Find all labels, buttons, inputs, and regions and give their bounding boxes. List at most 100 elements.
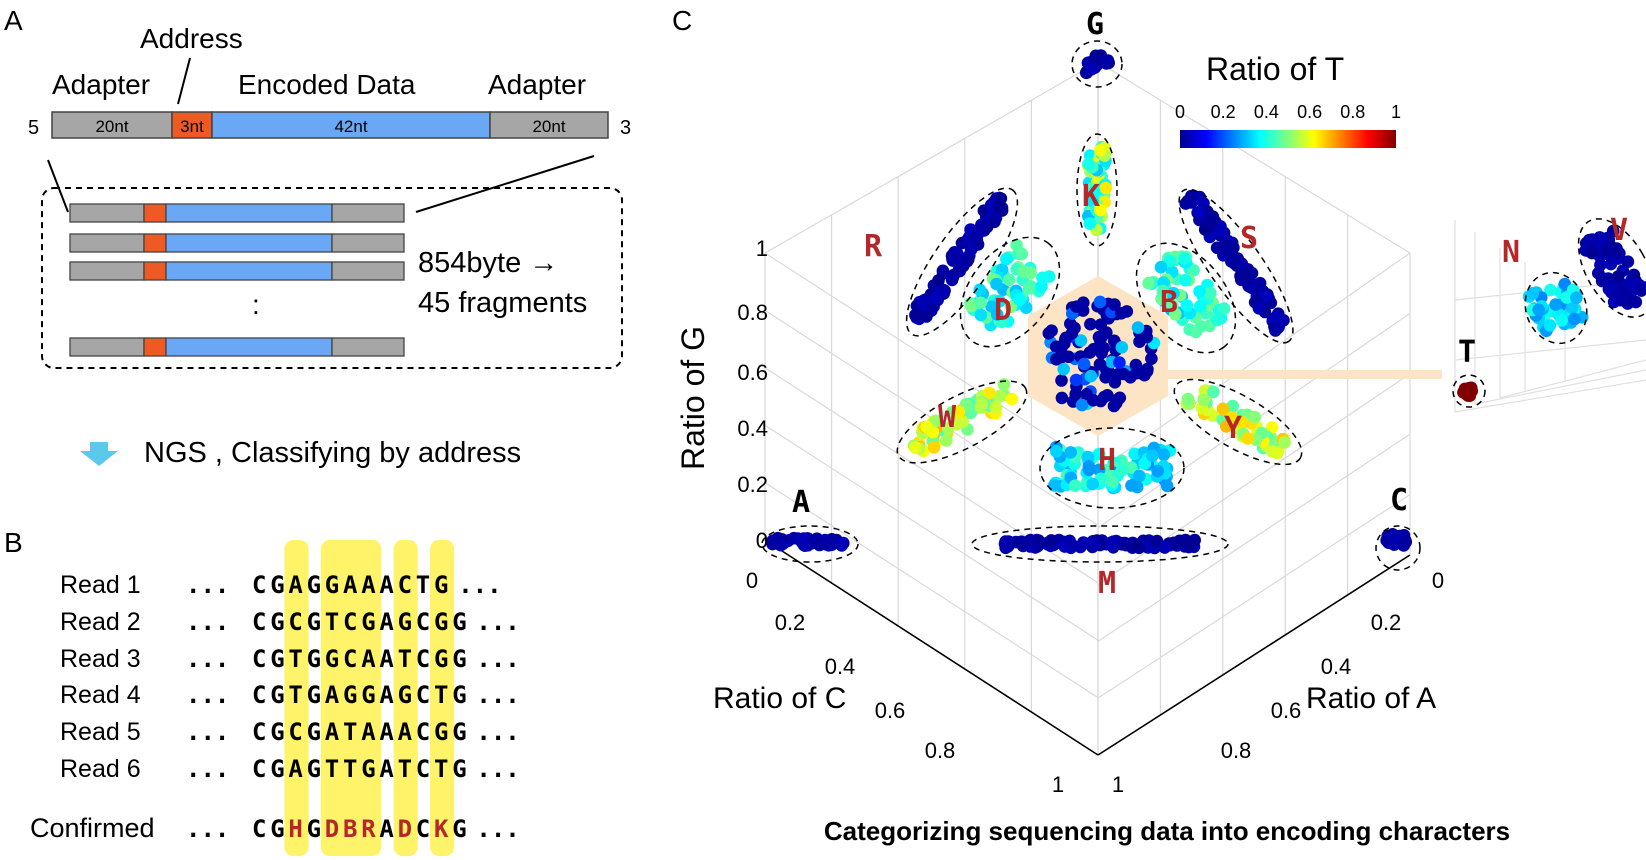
confirmed-base: D — [325, 815, 339, 843]
read-base: G — [452, 755, 466, 783]
data-point — [1133, 469, 1146, 483]
data-point — [964, 243, 978, 256]
y-tick: 0 — [756, 528, 768, 553]
cluster-label-v: V — [1610, 213, 1628, 248]
data-point — [1154, 260, 1168, 274]
data-point — [1042, 327, 1056, 340]
read-base: C — [252, 571, 266, 599]
data-point — [1185, 535, 1199, 549]
data-point — [938, 284, 951, 298]
cluster-ellipse — [905, 187, 1019, 337]
data-point — [1235, 257, 1249, 271]
data-point — [1594, 258, 1607, 272]
data-point — [999, 535, 1012, 548]
c-tick: 0.2 — [775, 610, 806, 635]
colorbar-title: Ratio of T — [1206, 51, 1344, 87]
three-prime-label: 3 — [620, 117, 631, 139]
cluster-label-s: S — [1240, 221, 1258, 256]
data-point — [1106, 475, 1119, 489]
data-point — [1265, 421, 1279, 434]
data-point — [927, 441, 941, 454]
read-base: A — [379, 571, 394, 599]
data-point — [1086, 477, 1100, 491]
fragments-line2: 45 fragments — [418, 287, 587, 319]
cluster-ellipse — [1452, 374, 1486, 408]
c-tick: 1 — [1052, 772, 1064, 797]
cluster-ellipse — [761, 525, 859, 563]
y-tick: 0.2 — [737, 472, 768, 497]
read-prefix: ... — [186, 681, 229, 709]
data-point — [1119, 538, 1133, 552]
read-base: C — [398, 571, 412, 599]
data-point — [1173, 534, 1186, 548]
colorbar-tick: 0 — [1175, 102, 1185, 122]
fragments-line1: 854byte → — [418, 247, 558, 279]
data-point — [1108, 298, 1121, 311]
five-prime-label: 5 — [28, 117, 39, 139]
confirmed-base: G — [270, 815, 284, 843]
data-point — [1138, 457, 1151, 471]
read-base: G — [270, 571, 284, 599]
cluster-h — [1048, 440, 1177, 495]
data-point — [1601, 244, 1614, 257]
read-base: G — [307, 718, 321, 746]
read-base: A — [379, 608, 394, 636]
data-point — [1115, 341, 1129, 354]
data-point — [1252, 302, 1266, 315]
colorbar-ticks: 0 0.2 0.4 0.6 0.8 1 — [1175, 102, 1401, 122]
data-point — [1092, 330, 1106, 344]
cluster-ellipse — [971, 525, 1229, 563]
data-point — [1544, 283, 1557, 297]
data-point — [1211, 313, 1224, 327]
a-axis-label: Ratio of A — [1306, 682, 1436, 715]
data-point — [997, 378, 1011, 391]
colorbar-tick: 1 — [1391, 102, 1401, 122]
data-point — [1105, 536, 1118, 549]
encoded-data-label: Encoded Data — [238, 69, 416, 100]
data-point — [1115, 307, 1128, 320]
cluster-label-b: B — [1160, 285, 1178, 320]
data-point — [974, 296, 987, 310]
read-base: G — [270, 645, 284, 673]
data-point — [1013, 293, 1026, 306]
read-base: T — [325, 608, 339, 636]
a-tick: 0.2 — [1371, 610, 1402, 635]
data-point — [1082, 463, 1096, 477]
data-point — [1238, 268, 1252, 282]
data-point — [1178, 252, 1191, 265]
data-point — [947, 249, 960, 263]
data-point — [1613, 293, 1626, 306]
cluster-ellipse — [1173, 378, 1303, 466]
c-axis-label: Ratio of C — [713, 682, 846, 715]
cluster-ellipse — [1524, 271, 1588, 345]
data-point — [1084, 369, 1098, 383]
data-point — [1064, 446, 1077, 459]
confirmed-prefix: ... — [186, 815, 229, 843]
fragments-ellipsis: : — [252, 289, 260, 320]
data-point — [1226, 399, 1239, 413]
zoom-line-right — [415, 155, 595, 213]
cluster-n — [1522, 277, 1589, 338]
data-point — [964, 299, 978, 313]
read-base: G — [270, 755, 284, 783]
read-base: C — [252, 718, 266, 746]
confirmed-base: G — [307, 815, 321, 843]
data-point — [1113, 391, 1127, 405]
read-base: T — [288, 681, 302, 709]
cluster-points — [766, 49, 1646, 555]
read-base: G — [398, 608, 412, 636]
data-point — [932, 274, 945, 287]
read-prefix: ... — [186, 755, 229, 783]
read-base: G — [270, 608, 284, 636]
data-point — [1074, 540, 1087, 554]
data-point — [819, 538, 833, 551]
data-point — [1159, 540, 1172, 553]
read-base: G — [452, 681, 466, 709]
data-point — [990, 308, 1004, 321]
data-point — [1193, 300, 1207, 313]
read-base: G — [361, 608, 375, 636]
cluster-t — [1457, 381, 1479, 403]
cluster-c — [1380, 528, 1413, 552]
column-highlight — [393, 540, 418, 856]
data-point — [1075, 398, 1089, 412]
